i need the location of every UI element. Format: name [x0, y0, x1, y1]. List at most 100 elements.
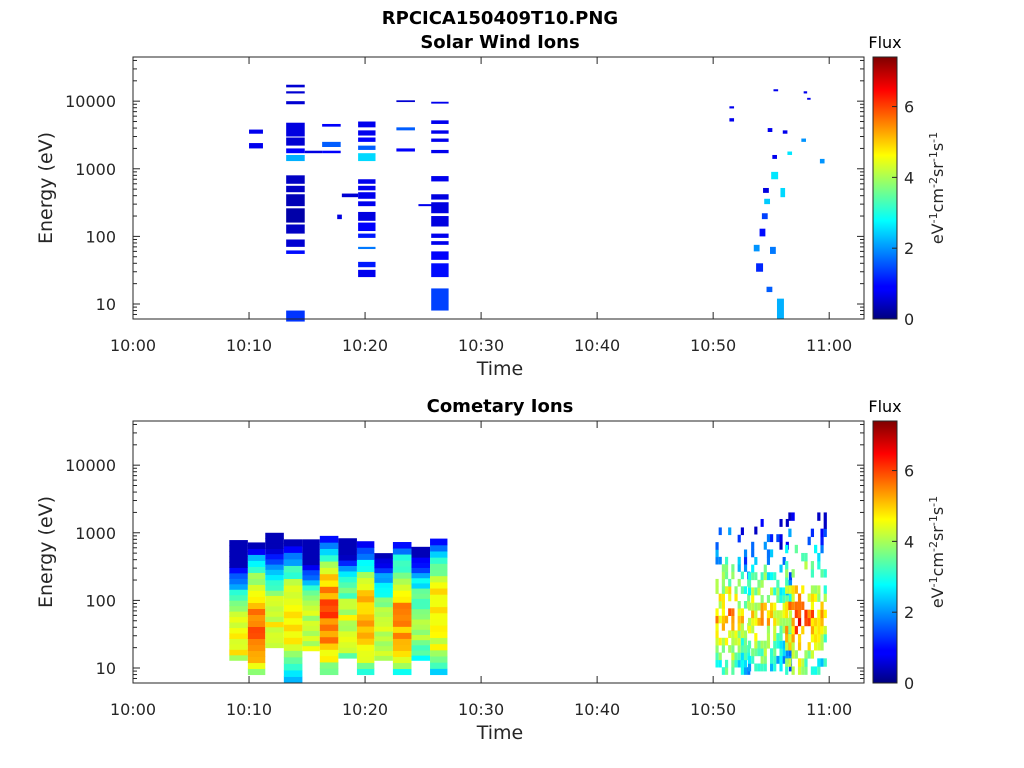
flux-cell [322, 123, 341, 127]
flux-cell [731, 637, 735, 646]
flux-cell [801, 625, 805, 635]
flux-cell [814, 585, 818, 594]
flux-cell [794, 609, 798, 619]
flux-cell [743, 556, 748, 565]
flux-cell [820, 642, 824, 651]
flux-cell [431, 130, 449, 134]
flux-cell [302, 605, 320, 611]
x-tick-label: 10:40 [574, 336, 620, 355]
flux-cell [810, 528, 815, 538]
colorbar-tick-label: 2 [904, 239, 914, 258]
flux-cell [358, 222, 376, 232]
units-exponent: -1 [927, 515, 940, 526]
flux-cell [302, 595, 320, 601]
flux-cell [358, 153, 376, 162]
x-axis-label: Time [476, 722, 524, 744]
flux-cell [817, 609, 821, 619]
flux-cell [286, 137, 305, 146]
flux-cell [721, 600, 725, 609]
flux-cell [374, 645, 393, 652]
flux-cell [411, 567, 431, 574]
flux-cell [374, 596, 393, 603]
flux-cell [740, 652, 744, 661]
flux-cell [319, 655, 339, 663]
flux-cell [396, 127, 415, 131]
flux-cell [801, 138, 806, 142]
flux-cell [785, 617, 789, 626]
flux-cell [302, 579, 320, 586]
flux-cell [247, 554, 266, 561]
flux-cell [411, 655, 431, 661]
flux-cell [319, 579, 339, 587]
flux-cell [392, 662, 412, 670]
flux-cell [797, 609, 802, 619]
flux-cell [374, 558, 393, 564]
flux-cell [721, 623, 725, 631]
flux-cell [358, 192, 376, 199]
flux-cell [740, 659, 744, 668]
flux-cell [731, 564, 735, 572]
flux-cell [731, 630, 735, 639]
flux-cell [820, 528, 824, 538]
flux-cell [810, 601, 815, 611]
flux-cell [229, 545, 248, 552]
flux-cell [356, 547, 375, 554]
colorbar-tick-label: 6 [904, 462, 914, 481]
flux-cell [819, 158, 825, 164]
flux-cell [265, 574, 284, 581]
flux-cell [392, 638, 412, 645]
flux-cell [431, 194, 449, 200]
flux-cell [797, 617, 802, 627]
flux-cell [743, 630, 748, 639]
flux-cell [374, 577, 393, 583]
flux-cell [721, 637, 725, 646]
flux-cell [430, 550, 448, 558]
flux-cell [319, 573, 339, 581]
flux-cell [265, 543, 284, 549]
y-tick-label: 100 [85, 591, 116, 610]
flux-cell [338, 630, 357, 637]
flux-cell [804, 617, 808, 627]
flux-cell [430, 643, 448, 651]
flux-cell [760, 648, 764, 657]
units-exponent: -2 [927, 177, 940, 188]
units-exponent: -1 [927, 576, 940, 587]
flux-cell [817, 658, 821, 667]
flux-cell [302, 630, 320, 637]
flux-cell [374, 655, 393, 661]
flux-cell [265, 579, 284, 586]
flux-cell [430, 618, 448, 626]
flux-cell [788, 648, 793, 657]
flux-cell [740, 623, 744, 631]
flux-cell [770, 534, 774, 543]
flux-cell [229, 578, 248, 585]
flux-cell [740, 667, 744, 675]
flux-cell [731, 659, 735, 668]
flux-cell [740, 571, 744, 580]
flux-cell [766, 534, 771, 543]
flux-cell [319, 617, 339, 625]
units-exponent: -2 [927, 541, 940, 552]
flux-cell [319, 624, 339, 631]
flux-cell [743, 667, 748, 675]
flux-cell [356, 553, 375, 560]
flux-cell [743, 549, 748, 558]
flux-cell [715, 637, 719, 646]
flux-cell [265, 532, 284, 539]
flux-cell [229, 600, 248, 607]
flux-cell [787, 151, 793, 155]
flux-cell [430, 600, 448, 608]
x-tick-label: 10:20 [342, 700, 388, 719]
flux-cell [734, 652, 738, 661]
flux-cell [283, 650, 303, 658]
flux-cell [823, 634, 827, 643]
flux-cell [358, 145, 376, 150]
flux-cell [817, 585, 821, 594]
flux-cell [728, 593, 732, 602]
flux-cell [283, 539, 303, 547]
flux-cell [392, 668, 412, 676]
flux-cell [430, 569, 448, 577]
flux-cell [229, 643, 248, 650]
flux-cell [302, 620, 320, 626]
flux-cell [776, 298, 784, 319]
